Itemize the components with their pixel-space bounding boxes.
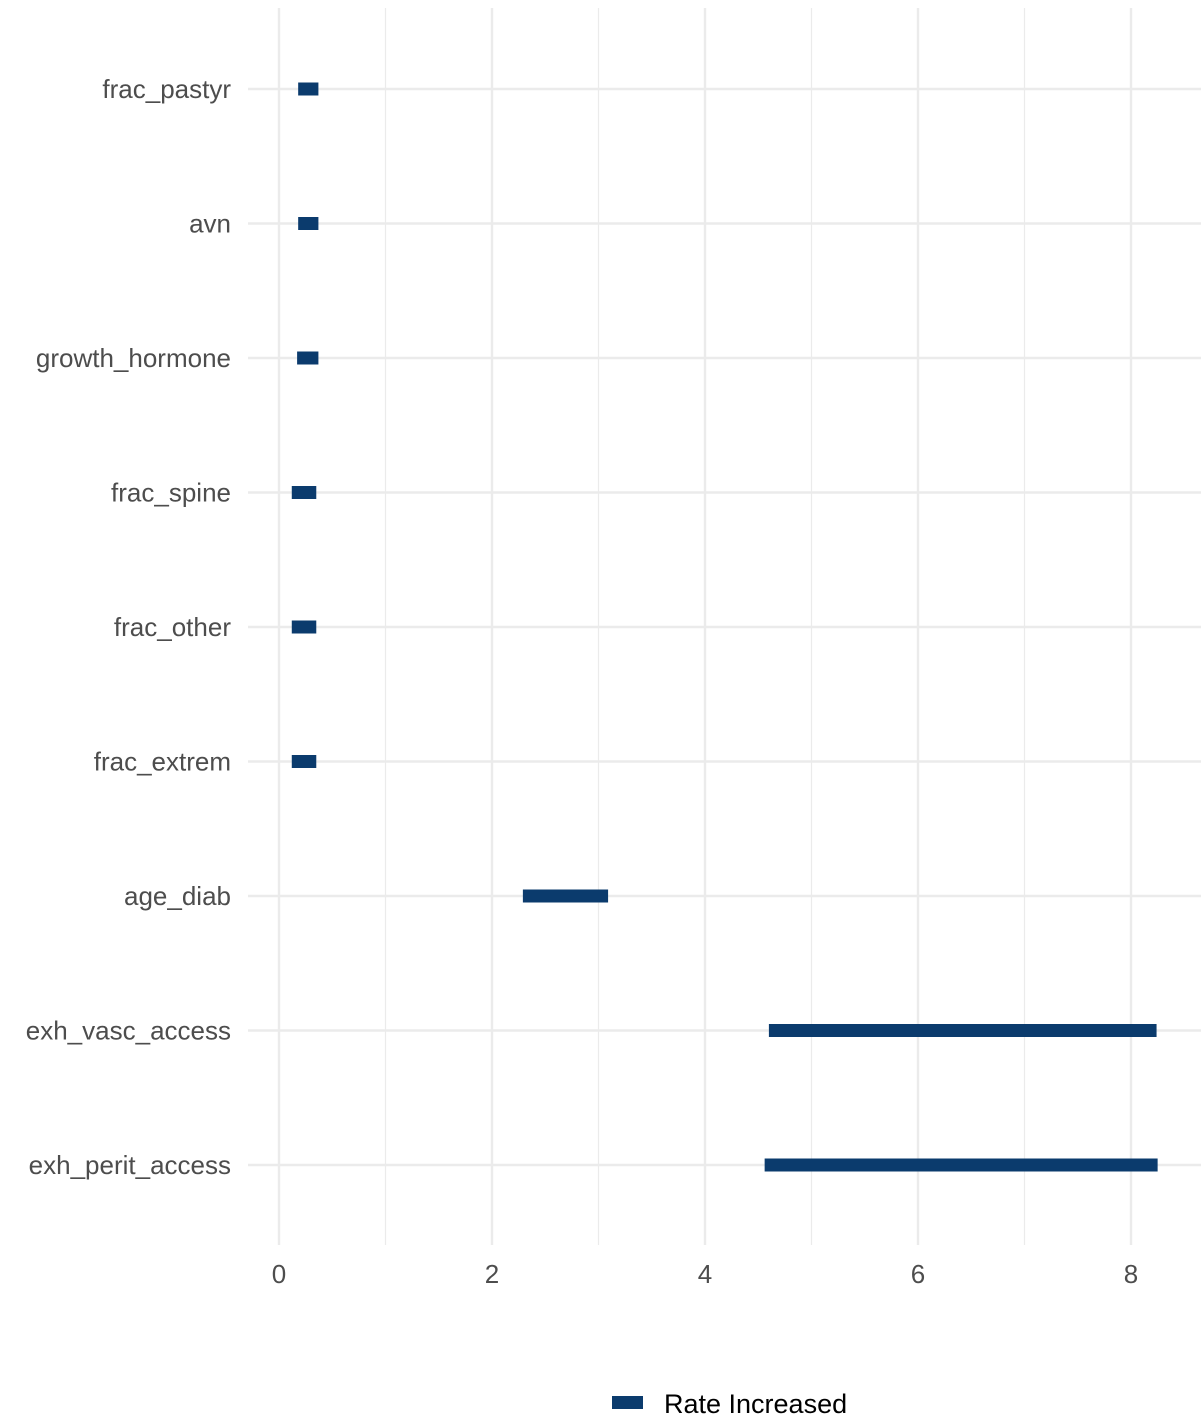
range-bar-frac-extrem [291, 755, 317, 768]
x-axis-labels: 0 2 4 6 8 [272, 1259, 1138, 1289]
y-tick-label: avn [189, 209, 231, 239]
y-tick-label: exh_vasc_access [26, 1016, 231, 1046]
range-bar-frac-other [291, 620, 317, 634]
y-tick-label: frac_other [114, 612, 231, 642]
x-tick-label: 8 [1124, 1259, 1138, 1289]
x-tick-label: 6 [911, 1259, 925, 1289]
range-bar-age-diab [522, 889, 609, 903]
y-tick-label: growth_hormone [36, 343, 231, 373]
x-tick-label: 2 [485, 1259, 499, 1289]
legend-key-rate-increased [612, 1396, 643, 1409]
range-bar-avn [298, 217, 319, 230]
range-bar-growth-hormone [297, 351, 319, 365]
y-tick-label: frac_extrem [94, 747, 231, 777]
legend-label: Rate Increased [664, 1389, 847, 1418]
range-bar-exh-perit-access [764, 1158, 1158, 1172]
y-tick-label: exh_perit_access [29, 1150, 231, 1180]
range-bar-exh-vasc-access [768, 1024, 1157, 1037]
x-tick-label: 4 [698, 1259, 712, 1289]
range-bars [291, 82, 1158, 1172]
grid-lines [248, 8, 1201, 1245]
y-tick-label: frac_spine [111, 478, 231, 508]
range-bar-frac-pastyr [298, 82, 319, 96]
legend: Rate Increased [612, 1389, 847, 1418]
y-tick-label: frac_pastyr [102, 74, 231, 104]
range-bar-frac-spine [291, 486, 317, 499]
y-tick-label: age_diab [124, 881, 231, 911]
x-tick-label: 0 [272, 1259, 286, 1289]
